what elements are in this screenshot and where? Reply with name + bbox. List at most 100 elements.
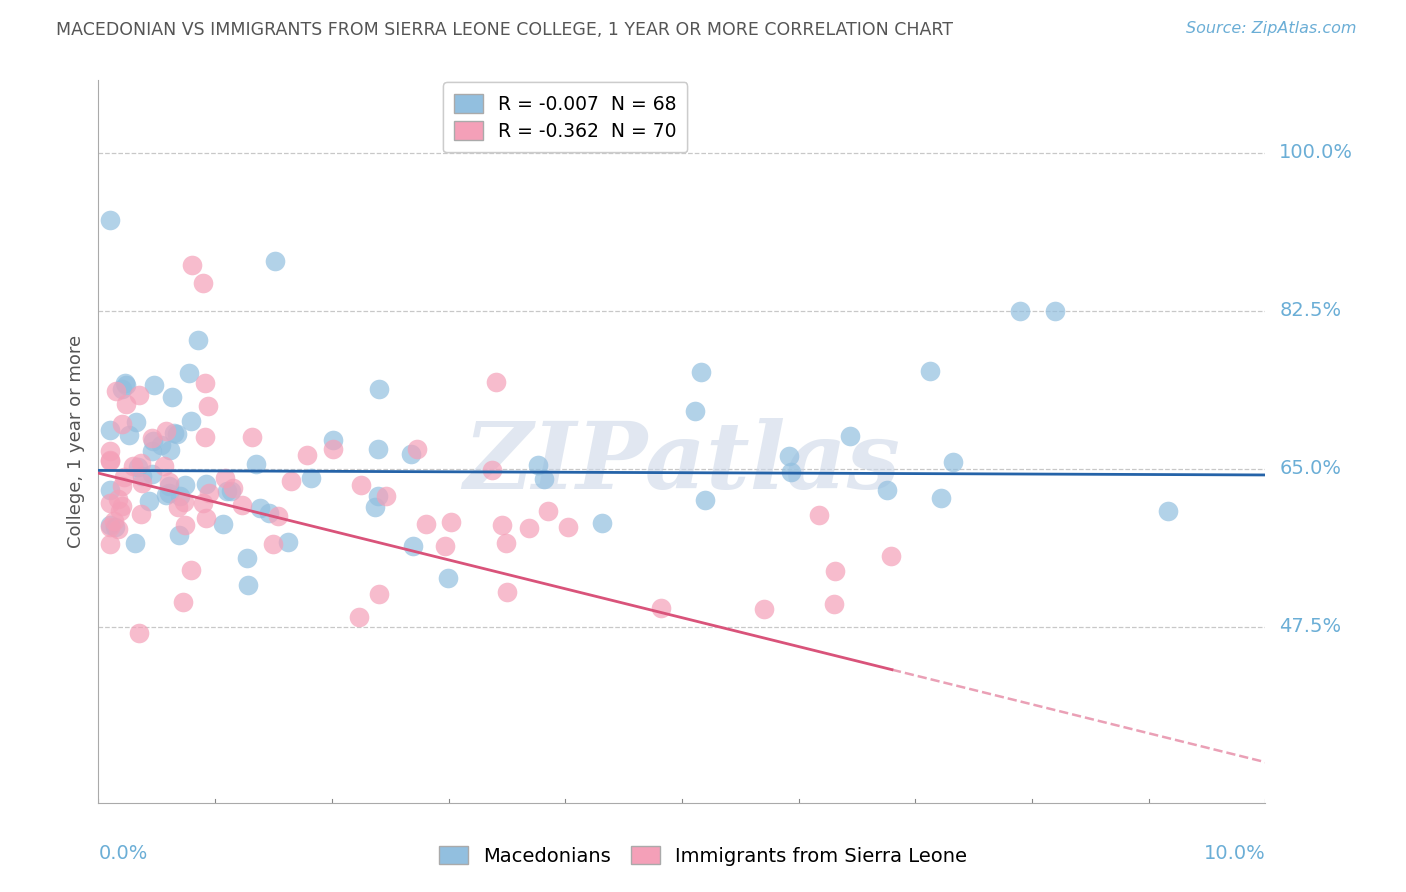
Text: 47.5%: 47.5% (1279, 617, 1341, 636)
Point (238, 578, 260, 592)
Point (1010, 303, 1032, 318)
Point (111, 479, 134, 493)
Point (693, 493, 716, 508)
Point (194, 477, 217, 491)
Point (112, 469, 135, 483)
Point (118, 427, 141, 442)
Point (122, 458, 145, 473)
Point (280, 475, 302, 489)
Point (193, 277, 215, 291)
Point (823, 597, 845, 611)
Point (277, 535, 299, 549)
Point (155, 488, 177, 502)
Point (180, 259, 202, 273)
Point (322, 433, 344, 447)
Point (141, 431, 163, 445)
Point (173, 495, 195, 509)
Point (212, 516, 235, 531)
Point (177, 367, 200, 381)
Point (880, 549, 903, 563)
Point (839, 429, 862, 443)
Point (1045, 303, 1067, 318)
Point (129, 507, 152, 521)
Point (124, 536, 146, 550)
Point (169, 528, 191, 542)
Point (98, 536, 121, 550)
Point (367, 382, 389, 396)
Point (262, 537, 284, 551)
Point (249, 500, 271, 515)
Point (350, 477, 373, 491)
Point (174, 518, 197, 533)
Point (180, 563, 202, 577)
Point (169, 489, 191, 503)
Point (415, 517, 437, 532)
Point (98, 519, 121, 533)
Point (496, 585, 519, 599)
Point (219, 483, 242, 498)
Point (142, 434, 165, 448)
Point (440, 515, 463, 529)
Point (153, 458, 176, 473)
Point (752, 601, 775, 615)
Point (110, 504, 132, 518)
Point (240, 430, 263, 444)
Point (257, 506, 280, 520)
Point (591, 516, 613, 530)
Point (401, 539, 423, 553)
Point (98, 423, 121, 437)
Point (172, 595, 194, 609)
Point (367, 442, 389, 456)
Point (141, 467, 163, 481)
Point (98, 518, 121, 533)
Point (98, 496, 121, 510)
Point (491, 518, 513, 533)
Point (155, 424, 177, 438)
Point (100, 444, 122, 458)
Point (98, 483, 121, 497)
Point (111, 499, 134, 513)
Point (129, 456, 152, 470)
Point (198, 486, 221, 500)
Point (650, 600, 672, 615)
Point (159, 443, 181, 458)
Text: 82.5%: 82.5% (1279, 301, 1341, 320)
Point (942, 455, 965, 469)
Point (98, 453, 121, 467)
Point (364, 500, 387, 514)
Point (167, 500, 190, 514)
Point (103, 514, 125, 528)
Point (929, 491, 952, 506)
Point (349, 610, 371, 624)
Point (163, 426, 186, 441)
Point (690, 365, 713, 379)
Point (125, 415, 148, 429)
Point (128, 388, 150, 402)
Point (115, 397, 138, 411)
Point (779, 465, 801, 479)
Point (683, 404, 706, 418)
Text: Source: ZipAtlas.com: Source: ZipAtlas.com (1187, 21, 1357, 37)
Point (222, 481, 245, 495)
Point (235, 550, 257, 565)
Point (267, 508, 290, 523)
Point (299, 470, 322, 484)
Point (437, 570, 460, 584)
Point (1157, 504, 1180, 518)
Point (131, 469, 153, 483)
Point (557, 520, 579, 534)
Point (779, 449, 801, 463)
Point (824, 564, 846, 578)
Point (107, 522, 129, 536)
Point (533, 472, 555, 486)
Point (98, 454, 121, 468)
Point (104, 384, 127, 399)
Legend: Macedonians, Immigrants from Sierra Leone: Macedonians, Immigrants from Sierra Leon… (430, 838, 976, 873)
Point (537, 504, 560, 518)
Point (194, 511, 217, 525)
Point (807, 508, 830, 522)
Point (138, 493, 160, 508)
Point (111, 417, 134, 432)
Point (295, 449, 318, 463)
Text: ZIPatlas: ZIPatlas (464, 418, 900, 508)
